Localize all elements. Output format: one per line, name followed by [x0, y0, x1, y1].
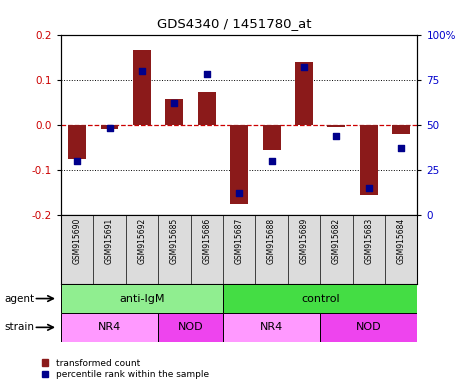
Text: NR4: NR4 [98, 322, 121, 333]
Text: GSM915686: GSM915686 [202, 218, 212, 264]
Text: GDS4340 / 1451780_at: GDS4340 / 1451780_at [157, 17, 312, 30]
Bar [230, 125, 248, 204]
Point [235, 190, 243, 197]
Text: GSM915685: GSM915685 [170, 218, 179, 264]
Text: anti-IgM: anti-IgM [119, 293, 165, 304]
Bar [166, 99, 183, 125]
Text: GSM915687: GSM915687 [234, 218, 244, 264]
Text: strain: strain [5, 322, 35, 333]
Text: NOD: NOD [356, 322, 382, 333]
Text: GSM915688: GSM915688 [267, 218, 276, 264]
Text: GSM915692: GSM915692 [137, 218, 146, 264]
Point [106, 125, 113, 131]
Bar [61, 313, 158, 342]
Point [203, 71, 211, 77]
Point [365, 185, 372, 191]
Bar [360, 125, 378, 195]
Text: GSM915683: GSM915683 [364, 218, 373, 264]
Bar [263, 125, 280, 150]
Text: agent: agent [5, 293, 35, 304]
Text: control: control [301, 293, 340, 304]
Bar [68, 125, 86, 159]
Legend: transformed count, percentile rank within the sample: transformed count, percentile rank withi… [42, 359, 209, 379]
Bar [198, 92, 216, 125]
Point [397, 145, 405, 151]
Point [268, 158, 275, 164]
Bar [101, 125, 119, 129]
Text: NOD: NOD [178, 322, 204, 333]
Point [138, 68, 146, 74]
Text: GSM915690: GSM915690 [73, 218, 82, 264]
Point [171, 100, 178, 106]
Bar [327, 125, 345, 127]
Bar [392, 125, 410, 134]
Text: NR4: NR4 [260, 322, 283, 333]
Point [74, 158, 81, 164]
Bar [133, 50, 151, 125]
Bar [61, 284, 223, 313]
Point [333, 132, 340, 139]
Bar [158, 313, 223, 342]
Bar [320, 313, 417, 342]
Text: GSM915684: GSM915684 [397, 218, 406, 264]
Text: GSM915682: GSM915682 [332, 218, 341, 264]
Point [300, 64, 308, 70]
Bar [223, 284, 417, 313]
Text: GSM915691: GSM915691 [105, 218, 114, 264]
Bar [223, 313, 320, 342]
Bar [295, 62, 313, 125]
Text: GSM915689: GSM915689 [300, 218, 309, 264]
